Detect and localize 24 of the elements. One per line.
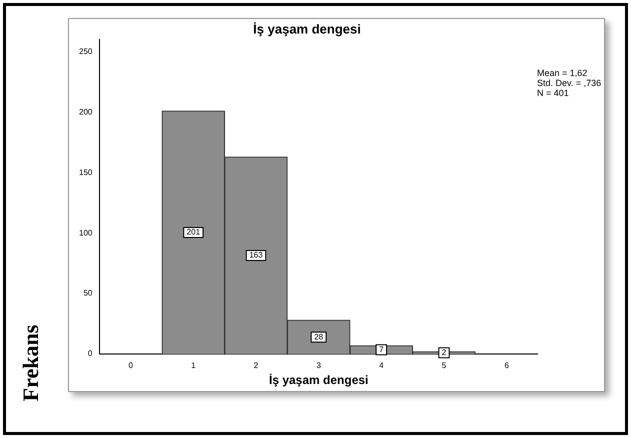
data-label: 28	[314, 332, 324, 342]
data-label: 7	[379, 344, 384, 354]
annotation: N = 401	[537, 88, 569, 98]
y-tick-label: 50	[83, 288, 93, 298]
x-tick-label: 1	[191, 361, 196, 370]
chart-title: İş yaşam dengesi	[253, 21, 361, 36]
annotation: Std. Dev. = ,736	[537, 78, 602, 88]
x-tick-label: 0	[128, 361, 134, 370]
x-tick-label: 5	[442, 361, 447, 370]
x-tick-label: 3	[316, 361, 322, 370]
annotation: Mean = 1,62	[537, 68, 588, 78]
x-tick-label: 2	[254, 361, 259, 370]
y-tick-label: 200	[78, 107, 93, 116]
y-tick-label: 0	[88, 349, 93, 358]
data-label: 2	[442, 348, 447, 357]
y-tick-label: 150	[78, 168, 93, 177]
x-tick-label: 6	[504, 361, 510, 370]
y-axis-title: Frekans	[18, 324, 44, 404]
x-axis-title: İş yaşam dengesi	[268, 373, 368, 388]
data-label: 201	[186, 228, 201, 237]
y-tick-label: 250	[78, 46, 93, 56]
y-tick-label: 100	[78, 228, 93, 238]
x-tick-label: 4	[379, 361, 384, 370]
data-label: 163	[249, 250, 264, 260]
